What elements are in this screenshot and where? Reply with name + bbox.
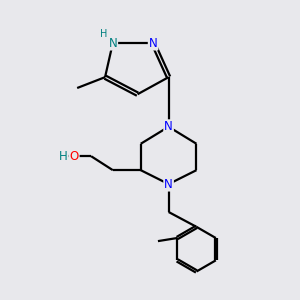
Text: H: H xyxy=(59,150,68,163)
Text: H: H xyxy=(100,29,108,39)
Text: N: N xyxy=(164,178,173,190)
Text: N: N xyxy=(164,120,173,133)
Text: O: O xyxy=(69,150,79,163)
Text: N: N xyxy=(149,37,158,50)
Text: N: N xyxy=(108,37,117,50)
